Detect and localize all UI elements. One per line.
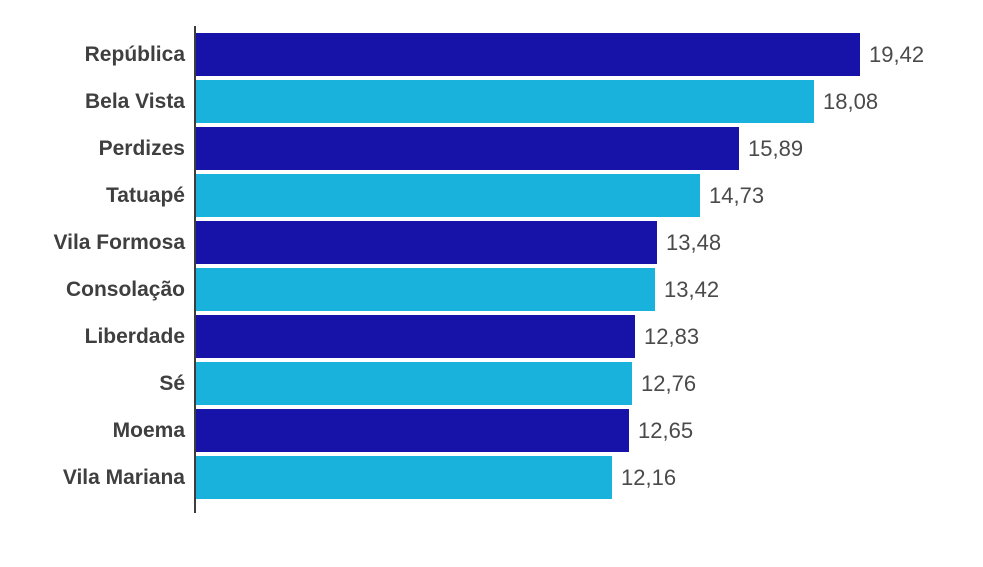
chart-row: Moema 12,65	[0, 409, 924, 452]
value-label: 13,48	[666, 229, 722, 255]
bar	[196, 174, 700, 217]
value-label: 19,42	[869, 41, 925, 67]
bar	[196, 456, 612, 499]
category-label: Bela Vista	[84, 89, 185, 113]
bar	[196, 268, 655, 311]
category-label: Vila Formosa	[53, 230, 186, 254]
chart-row: República 19,42	[0, 33, 924, 76]
value-label: 12,65	[638, 417, 694, 443]
chart-row: Perdizes 15,89	[0, 127, 924, 170]
category-label: Vila Mariana	[62, 465, 185, 489]
bar	[196, 127, 739, 170]
bar	[196, 33, 860, 76]
value-label: 15,89	[748, 135, 804, 161]
value-label: 13,42	[664, 276, 720, 302]
value-label: 12,76	[641, 370, 697, 396]
chart-row: Consolação 13,42	[0, 268, 924, 311]
bar	[196, 221, 657, 264]
category-label: Liberdade	[84, 324, 185, 348]
y-axis-line	[194, 26, 196, 513]
bar	[196, 315, 635, 358]
value-label: 12,16	[621, 464, 677, 490]
chart-row: Sé 12,76	[0, 362, 924, 405]
value-label: 12,83	[644, 323, 700, 349]
value-label: 14,73	[709, 182, 765, 208]
chart-row: Bela Vista 18,08	[0, 80, 924, 123]
category-label: Perdizes	[98, 136, 185, 160]
category-label: Tatuapé	[106, 183, 185, 207]
category-label: Moema	[112, 418, 185, 442]
chart-row: Liberdade 12,83	[0, 315, 924, 358]
value-label: 18,08	[823, 88, 879, 114]
category-label: Sé	[159, 371, 185, 395]
chart-row: Tatuapé 14,73	[0, 174, 924, 217]
chart-row: Vila Mariana 12,16	[0, 456, 924, 499]
category-label: República	[84, 42, 185, 66]
chart-row: Vila Formosa 13,48	[0, 221, 924, 264]
bar	[196, 80, 814, 123]
category-label: Consolação	[65, 277, 185, 301]
bar	[196, 362, 632, 405]
plot-area: República 19,42 Bela Vista 18,08 Perdizes 15,…	[0, 33, 924, 499]
bar	[196, 409, 629, 452]
